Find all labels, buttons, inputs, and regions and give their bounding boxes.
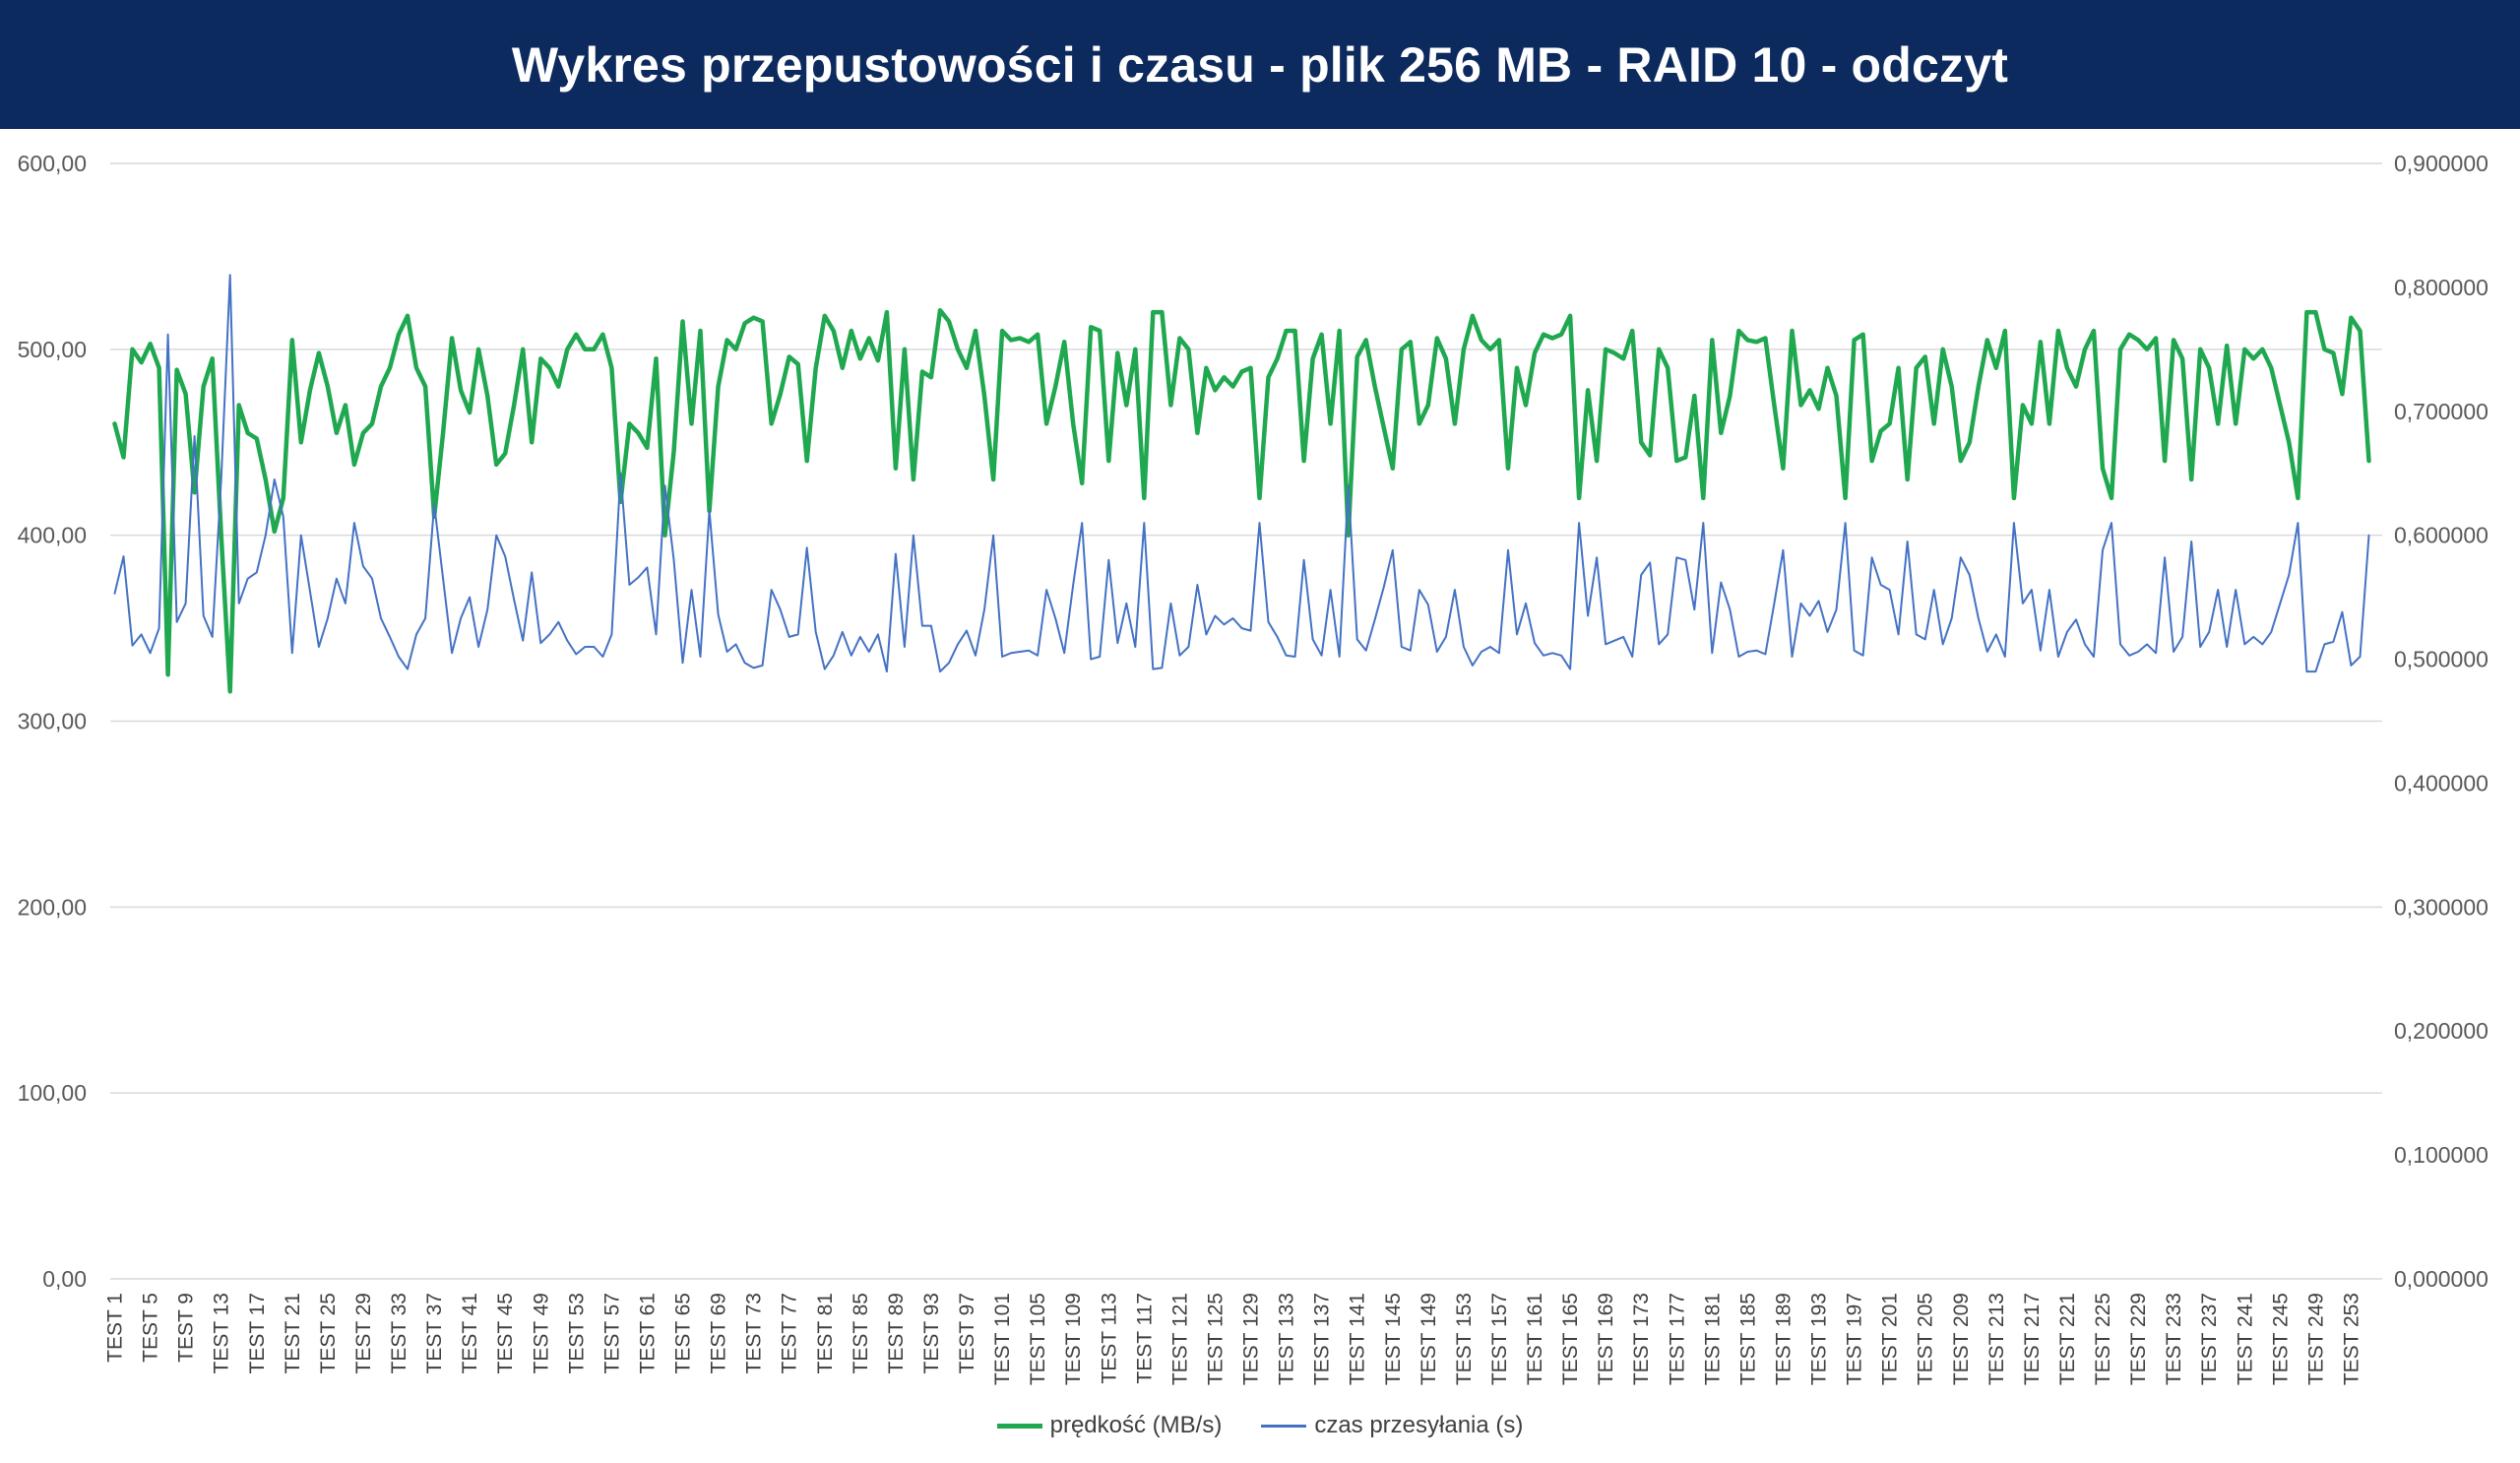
y-right-tick-label: 0,500000 <box>2394 647 2488 672</box>
x-tick-label: TEST 45 <box>494 1293 517 1373</box>
x-tick-label: TEST 101 <box>991 1293 1014 1385</box>
x-tick-label: TEST 117 <box>1133 1293 1156 1384</box>
x-tick-label: TEST 105 <box>1027 1293 1049 1385</box>
x-tick-label: TEST 225 <box>2092 1293 2114 1385</box>
x-tick-label: TEST 209 <box>1950 1293 1973 1385</box>
y-left-tick-label: 300,00 <box>18 709 87 734</box>
x-tick-label: TEST 13 <box>211 1293 233 1373</box>
x-tick-label: TEST 69 <box>708 1293 730 1373</box>
x-tick-label: TEST 53 <box>565 1293 588 1373</box>
x-tick-label: TEST 73 <box>743 1293 766 1373</box>
x-tick-label: TEST 221 <box>2056 1293 2079 1385</box>
x-tick-label: TEST 109 <box>1062 1293 1085 1385</box>
y-left-tick-label: 400,00 <box>18 523 87 548</box>
y-right-tick-label: 0,400000 <box>2394 770 2488 795</box>
x-tick-label: TEST 249 <box>2304 1293 2327 1385</box>
x-tick-label: TEST 229 <box>2127 1293 2150 1385</box>
x-tick-label: TEST 173 <box>1630 1293 1653 1385</box>
x-tick-label: TEST 197 <box>1844 1293 1866 1385</box>
x-tick-label: TEST 241 <box>2234 1293 2256 1385</box>
x-tick-label: TEST 137 <box>1311 1293 1334 1385</box>
y-right-tick-label: 0,800000 <box>2394 275 2488 300</box>
x-tick-label: TEST 129 <box>1240 1293 1263 1385</box>
x-tick-label: TEST 185 <box>1736 1293 1759 1385</box>
x-tick-label: TEST 57 <box>600 1293 623 1373</box>
legend: prędkość (MB/s) czas przesyłania (s) <box>0 1412 2520 1439</box>
x-tick-label: TEST 245 <box>2269 1293 2292 1385</box>
x-tick-label: TEST 237 <box>2198 1293 2221 1385</box>
y-right-tick-label: 0,900000 <box>2394 151 2488 176</box>
x-tick-label: TEST 213 <box>1985 1293 2008 1385</box>
x-tick-label: TEST 233 <box>2163 1293 2185 1385</box>
x-tick-label: TEST 145 <box>1382 1293 1405 1385</box>
x-tick-label: TEST 205 <box>1915 1293 1937 1385</box>
x-tick-label: TEST 97 <box>956 1293 978 1373</box>
x-tick-label: TEST 21 <box>282 1293 304 1373</box>
x-tick-label: TEST 33 <box>388 1293 410 1373</box>
legend-label-speed: prędkość (MB/s) <box>1049 1412 1223 1438</box>
x-tick-label: TEST 165 <box>1559 1293 1582 1385</box>
x-tick-label: TEST 65 <box>672 1293 695 1373</box>
legend-label-time: czas przesyłania (s) <box>1314 1412 1524 1438</box>
y-right-tick-label: 0,100000 <box>2394 1142 2488 1168</box>
y-right-tick-label: 0,600000 <box>2394 523 2488 548</box>
x-tick-label: TEST 41 <box>459 1293 481 1373</box>
x-tick-label: TEST 25 <box>317 1293 340 1373</box>
x-tick-label: TEST 181 <box>1701 1293 1724 1385</box>
x-tick-label: TEST 217 <box>2021 1293 2044 1385</box>
x-tick-label: TEST 153 <box>1453 1293 1476 1385</box>
line-chart: 0,00 100,00 200,00 300,00 400,00 500,00 600,00… <box>18 151 2488 1385</box>
x-tick-label: TEST 133 <box>1276 1293 1298 1385</box>
x-tick-label: TEST 113 <box>1098 1293 1120 1384</box>
y-right-tick-label: 0,300000 <box>2394 894 2488 920</box>
chart-title-bar: Wykres przepustowości i czasu - plik 256… <box>0 0 2520 129</box>
x-tick-label: TEST 93 <box>920 1293 943 1373</box>
y-right-tick-label: 0,000000 <box>2394 1266 2488 1292</box>
x-tick-label: TEST 125 <box>1204 1293 1227 1385</box>
y-right-tick-label: 0,200000 <box>2394 1018 2488 1044</box>
x-tick-label: TEST 29 <box>352 1293 375 1373</box>
chart-title: Wykres przepustowości i czasu - plik 256… <box>511 36 2009 93</box>
x-tick-label: TEST 157 <box>1488 1293 1511 1385</box>
y-left-tick-label: 200,00 <box>18 894 87 920</box>
x-tick-label: TEST 149 <box>1418 1293 1440 1385</box>
x-tick-label: TEST 77 <box>779 1293 801 1373</box>
y-left-tick-label: 600,00 <box>18 151 87 176</box>
series-line-time <box>113 274 2370 673</box>
x-tick-label: TEST 81 <box>814 1293 837 1373</box>
x-tick-label: TEST 17 <box>246 1293 269 1373</box>
x-tick-label: TEST 169 <box>1595 1293 1617 1385</box>
y-left-tick-label: 0,00 <box>42 1266 87 1292</box>
legend-item-time: czas przesyłania (s) <box>1261 1412 1523 1439</box>
x-tick-label: TEST 201 <box>1879 1293 1902 1385</box>
legend-swatch-speed <box>996 1423 1042 1429</box>
x-tick-label: TEST 193 <box>1808 1293 1831 1385</box>
x-tick-label: TEST 141 <box>1347 1293 1369 1385</box>
x-tick-label: TEST 161 <box>1524 1293 1546 1385</box>
y-left-tick-label: 100,00 <box>18 1080 87 1106</box>
x-tick-label: TEST 121 <box>1168 1293 1191 1385</box>
legend-item-speed: prędkość (MB/s) <box>996 1412 1223 1439</box>
x-tick-label: TEST 9 <box>175 1293 198 1363</box>
x-tick-label: TEST 85 <box>850 1293 872 1373</box>
y-left-tick-label: 500,00 <box>18 337 87 362</box>
x-tick-label: TEST 1 <box>104 1293 127 1363</box>
x-tick-label: TEST 189 <box>1772 1293 1795 1385</box>
x-tick-label: TEST 89 <box>885 1293 908 1373</box>
x-tick-label: TEST 177 <box>1666 1293 1688 1385</box>
x-tick-label: TEST 253 <box>2340 1293 2362 1385</box>
x-tick-label: TEST 5 <box>140 1293 162 1363</box>
x-tick-label: TEST 61 <box>636 1293 659 1373</box>
legend-swatch-time <box>1261 1424 1307 1428</box>
x-tick-label: TEST 49 <box>530 1293 552 1373</box>
series-line-speed <box>112 307 2371 694</box>
y-right-tick-label: 0,700000 <box>2394 399 2488 424</box>
x-tick-label: TEST 37 <box>423 1293 446 1373</box>
